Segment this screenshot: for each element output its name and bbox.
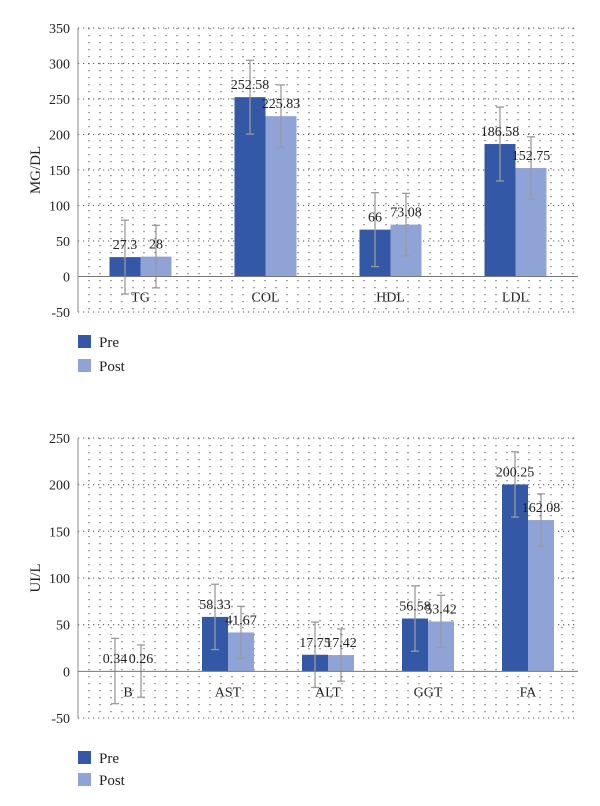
data-label-pre: 200.25: [496, 465, 535, 480]
lipid-chart: -50 0 50 100 150 200 250 300 350 MG/DL 27.3 28 TG 252…: [28, 22, 578, 321]
y-axis-title: MG/DL: [28, 146, 44, 194]
y-tick-label: 200: [49, 479, 70, 494]
legend-post-label: Post: [99, 359, 126, 375]
x-tick-label: ALT: [315, 685, 341, 700]
data-label-pre: 27.3: [113, 238, 138, 253]
y-tick-label: 150: [49, 525, 70, 540]
legend-top: Pre Post: [78, 335, 126, 375]
legend-post-swatch: [78, 773, 91, 786]
y-tick-label: 250: [49, 93, 70, 108]
data-label-post: 0.26: [129, 652, 154, 667]
y-axis-title: UI/L: [28, 563, 44, 592]
legend-post-label: Post: [99, 773, 126, 789]
y-tick-label: 100: [49, 200, 70, 215]
x-tick-label: FA: [520, 685, 538, 700]
x-tick-label: HDL: [376, 291, 405, 306]
x-tick-label: B: [123, 685, 132, 700]
legend-pre-swatch: [78, 335, 91, 348]
x-tick-label: TG: [131, 291, 150, 306]
legend-pre-label: Pre: [99, 751, 119, 767]
data-label-post: 152.75: [512, 149, 551, 164]
y-tick-label: 100: [49, 572, 70, 587]
y-tick-label: 350: [49, 22, 70, 37]
y-tick-label: 50: [56, 619, 70, 634]
x-tick-label: GGT: [414, 685, 443, 700]
y-tick-label: 150: [49, 164, 70, 179]
data-label-post: 17.42: [325, 636, 357, 651]
data-label-post: 28: [149, 238, 163, 253]
data-label-pre: 186.58: [481, 125, 520, 140]
y-tick-label: 0: [63, 271, 70, 286]
y-tick-label: -50: [51, 712, 70, 727]
enzyme-chart: -50 0 50 100 150 200 250 UI/L 0.34 0.26 B 58.3341.6…: [28, 432, 578, 727]
y-tick-label: 50: [56, 235, 70, 250]
y-tick-label: 200: [49, 129, 70, 144]
data-label-post: 41.67: [225, 613, 257, 628]
data-label-pre: 66: [368, 211, 382, 226]
data-label-pre: 0.34: [103, 652, 128, 667]
y-tick-label: 300: [49, 58, 70, 73]
data-label-post: 53.42: [425, 602, 457, 617]
legend-bottom: Pre Post: [78, 751, 126, 789]
legend-post-swatch: [78, 359, 91, 372]
y-tick-label: 0: [63, 665, 70, 680]
x-tick-label: COL: [252, 291, 280, 306]
y-tick-label: 250: [49, 432, 70, 447]
data-label-pre: 58.33: [199, 598, 231, 613]
data-label-post: 73.08: [390, 206, 422, 221]
data-label-pre: 56.58: [399, 600, 431, 615]
legend-pre-swatch: [78, 751, 91, 764]
x-tick-label: AST: [215, 685, 242, 700]
data-label-pre: 17.75: [299, 636, 331, 651]
x-tick-label: LDL: [502, 291, 529, 306]
data-label-post: 225.83: [262, 97, 301, 112]
data-label-pre: 252.58: [231, 78, 270, 93]
data-label-post: 162.08: [522, 501, 561, 516]
y-tick-label: -50: [51, 306, 70, 321]
legend-pre-label: Pre: [99, 335, 119, 351]
